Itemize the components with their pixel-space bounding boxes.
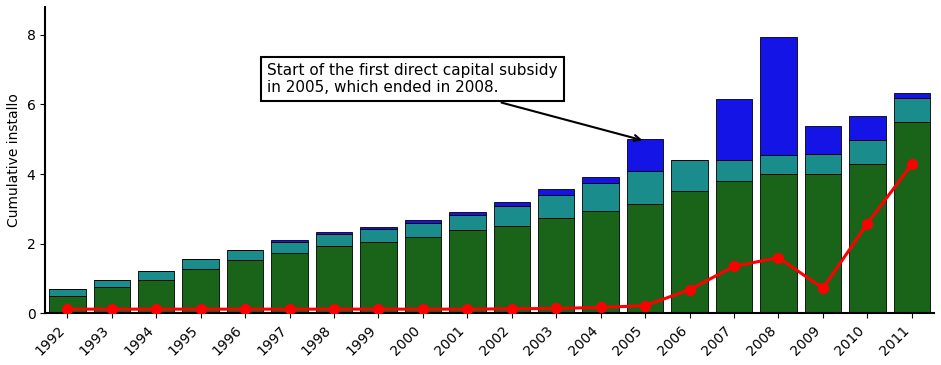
Bar	[538, 189, 574, 195]
Bar	[894, 122, 930, 313]
Bar	[716, 99, 752, 160]
Bar	[805, 174, 841, 313]
Bar	[582, 211, 619, 313]
Bar	[494, 226, 530, 313]
Bar	[93, 280, 130, 287]
Bar	[183, 269, 219, 313]
Text: Start of the first direct capital subsidy
in 2005, which ended in 2008.: Start of the first direct capital subsid…	[267, 63, 640, 141]
Bar	[760, 155, 797, 174]
Bar	[449, 212, 486, 215]
Bar	[271, 240, 308, 242]
Bar	[805, 126, 841, 154]
Bar	[627, 139, 663, 170]
Bar	[894, 98, 930, 122]
Bar	[805, 154, 841, 174]
Bar	[271, 242, 308, 253]
Bar	[716, 160, 752, 181]
Bar	[538, 195, 574, 218]
Bar	[849, 140, 885, 164]
Bar	[316, 232, 352, 234]
Bar	[671, 160, 708, 192]
Bar	[449, 215, 486, 230]
Bar	[849, 116, 885, 140]
Bar	[138, 271, 174, 280]
Bar	[49, 296, 86, 313]
Bar	[894, 93, 930, 98]
Bar	[138, 280, 174, 313]
Bar	[582, 184, 619, 211]
Bar	[849, 164, 885, 313]
Bar	[716, 181, 752, 313]
Bar	[49, 289, 86, 296]
Bar	[271, 253, 308, 313]
Bar	[449, 230, 486, 313]
Bar	[227, 260, 263, 313]
Bar	[627, 170, 663, 204]
Bar	[494, 202, 530, 207]
Bar	[582, 177, 619, 184]
Bar	[93, 287, 130, 313]
Bar	[760, 36, 797, 155]
Bar	[360, 229, 397, 242]
Bar	[760, 174, 797, 313]
Y-axis label: Cumulative installo: Cumulative installo	[7, 93, 21, 227]
Bar	[360, 227, 397, 229]
Bar	[671, 192, 708, 313]
Bar	[405, 237, 441, 313]
Bar	[227, 250, 263, 260]
Bar	[360, 242, 397, 313]
Bar	[316, 234, 352, 246]
Bar	[494, 207, 530, 226]
Bar	[538, 218, 574, 313]
Bar	[405, 220, 441, 223]
Bar	[405, 223, 441, 237]
Bar	[316, 246, 352, 313]
Bar	[183, 260, 219, 269]
Bar	[627, 204, 663, 313]
